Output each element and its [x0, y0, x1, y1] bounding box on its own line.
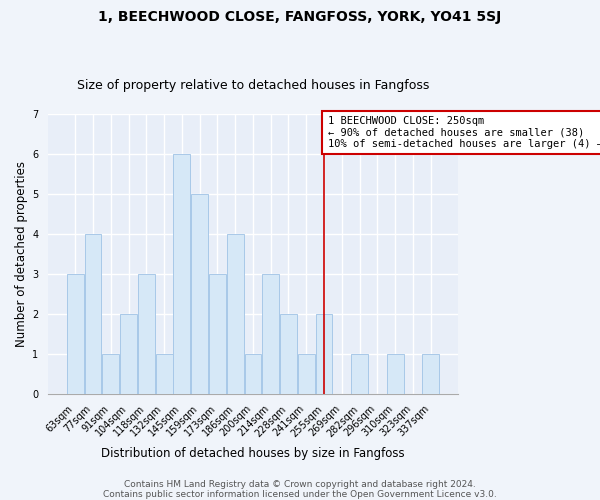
Text: 1 BEECHWOOD CLOSE: 250sqm
← 90% of detached houses are smaller (38)
10% of semi-: 1 BEECHWOOD CLOSE: 250sqm ← 90% of detac… — [328, 116, 600, 149]
Bar — [386, 354, 404, 394]
Bar — [209, 274, 226, 394]
Bar — [262, 274, 279, 394]
Bar — [155, 354, 173, 394]
Bar — [138, 274, 155, 394]
Bar — [227, 234, 244, 394]
X-axis label: Distribution of detached houses by size in Fangfoss: Distribution of detached houses by size … — [101, 447, 405, 460]
Bar — [120, 314, 137, 394]
Bar — [103, 354, 119, 394]
Bar — [280, 314, 297, 394]
Bar — [298, 354, 315, 394]
Title: Size of property relative to detached houses in Fangfoss: Size of property relative to detached ho… — [77, 79, 429, 92]
Bar — [191, 194, 208, 394]
Text: 1, BEECHWOOD CLOSE, FANGFOSS, YORK, YO41 5SJ: 1, BEECHWOOD CLOSE, FANGFOSS, YORK, YO41… — [98, 10, 502, 24]
Y-axis label: Number of detached properties: Number of detached properties — [15, 161, 28, 347]
Text: Contains HM Land Registry data © Crown copyright and database right 2024.
Contai: Contains HM Land Registry data © Crown c… — [103, 480, 497, 499]
Bar — [245, 354, 262, 394]
Bar — [173, 154, 190, 394]
Bar — [422, 354, 439, 394]
Bar — [67, 274, 83, 394]
Bar — [351, 354, 368, 394]
Bar — [316, 314, 332, 394]
Bar — [85, 234, 101, 394]
